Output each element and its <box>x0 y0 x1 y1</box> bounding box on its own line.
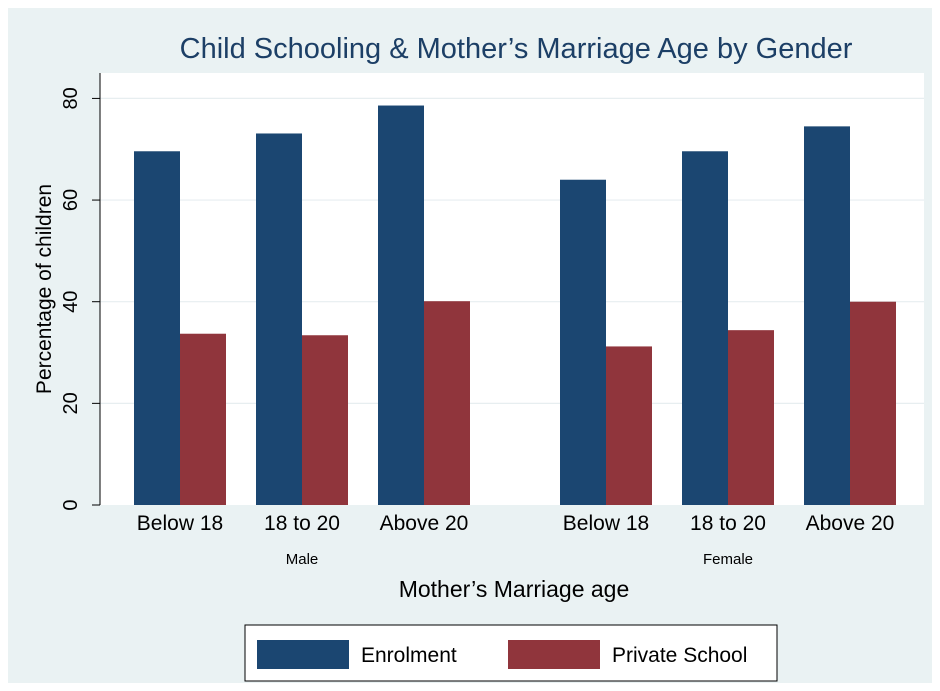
y-tick-label: 80 <box>60 87 82 109</box>
bar-male-18-to-20-enrolment <box>256 133 302 506</box>
category-label: Below 18 <box>563 512 649 535</box>
category-label: Above 20 <box>380 512 469 535</box>
plot-area <box>100 73 924 505</box>
y-tick-label: 40 <box>60 291 82 313</box>
legend-swatch-private-school <box>508 640 600 669</box>
x-axis-label: Mother’s Marriage age <box>399 576 630 602</box>
y-axis-ticks: 0 20 40 60 80 <box>60 87 100 511</box>
bar-female-18-to-20-private-school <box>728 330 774 505</box>
bar-male-below-18-enrolment <box>134 151 180 505</box>
bar-female-18-to-20-enrolment <box>682 151 728 505</box>
category-label: Below 18 <box>137 512 223 535</box>
bar-male-above-20-private-school <box>424 301 470 505</box>
category-label: 18 to 20 <box>690 512 766 535</box>
y-tick-label: 0 <box>60 499 82 510</box>
category-label: Above 20 <box>806 512 895 535</box>
bar-male-18-to-20-private-school <box>302 335 348 505</box>
bar-male-above-20-enrolment <box>378 105 424 505</box>
legend-label-enrolment: Enrolment <box>361 644 457 667</box>
group-label: Male <box>286 551 319 568</box>
category-labels: Below 18 18 to 20 Above 20 Male Below 18 18 t… <box>137 512 895 568</box>
y-tick-label: 20 <box>60 392 82 414</box>
bar-female-below-18-enrolment <box>560 179 606 505</box>
bar-female-above-20-private-school <box>850 301 896 505</box>
gridlines <box>100 97 924 404</box>
group-label: Female <box>703 551 753 568</box>
bar-female-above-20-enrolment <box>804 126 850 505</box>
category-label: 18 to 20 <box>264 512 340 535</box>
legend-label-private-school: Private School <box>612 644 747 667</box>
legend-swatch-enrolment <box>257 640 349 669</box>
y-tick-label: 60 <box>60 189 82 211</box>
bar-male-below-18-private-school <box>180 333 226 505</box>
bars <box>134 105 896 506</box>
bar-female-below-18-private-school <box>606 346 652 505</box>
y-axis-label: Percentage of children <box>33 184 56 394</box>
chart-title: Child Schooling & Mother’s Marriage Age … <box>180 33 853 65</box>
legend: Enrolment Private School <box>244 624 778 682</box>
